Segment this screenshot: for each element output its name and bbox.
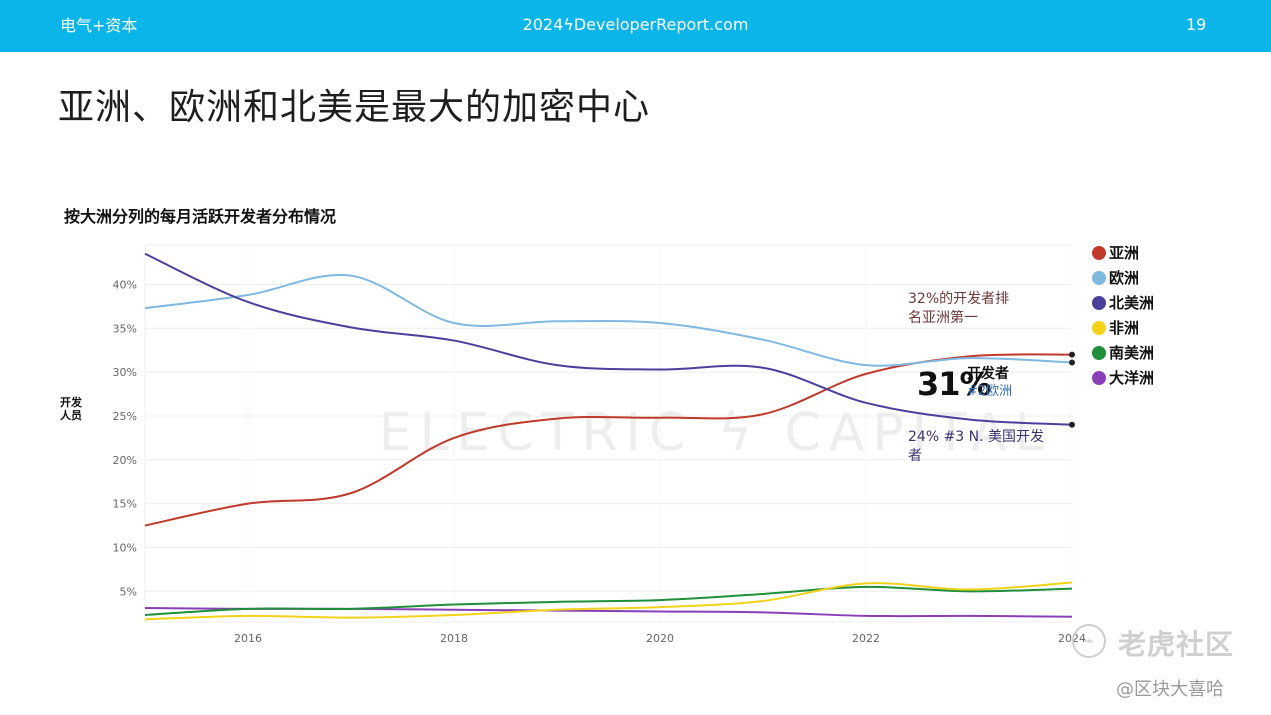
page-number: 19: [1186, 15, 1207, 34]
y-tick-label: 25%: [113, 410, 137, 423]
y-axis-label: 开发 人员: [60, 396, 86, 422]
brand-label: 电气+资本: [60, 16, 138, 35]
series-line-4: [144, 585, 1073, 616]
legend-swatch: [1092, 296, 1106, 310]
series-line-3: [144, 581, 1073, 621]
annotation-europe-percent: 31%: [917, 365, 992, 403]
chart-watermark: ELECTRIC ϟ CAPITAL: [379, 403, 1052, 463]
annotation-asia-line1: 32%的开发者排: [908, 291, 1009, 307]
legend-label: 亚洲: [1109, 244, 1139, 262]
annotation-na-line2: 者: [908, 448, 922, 464]
y-tick-label: 30%: [113, 366, 137, 379]
series-end-marker: [1069, 421, 1075, 428]
legend-label: 欧洲: [1109, 269, 1139, 287]
legend-swatch: [1092, 271, 1106, 285]
y-axis-label-text: 开发 人员: [60, 396, 82, 422]
legend-label: 北美洲: [1109, 294, 1154, 312]
y-tick-label: 35%: [113, 322, 137, 335]
page-title: 亚洲、欧洲和北美是最大的加密中心: [58, 87, 651, 128]
series-line-1: [144, 273, 1073, 367]
chart-title: 按大洲分列的每月活跃开发者分布情况: [64, 207, 337, 226]
legend-label: 大洋洲: [1109, 369, 1154, 387]
x-tick-label: 2018: [440, 632, 468, 645]
legend-label: 非洲: [1109, 319, 1139, 337]
annotation-europe-rank: #2欧洲: [967, 384, 1012, 399]
annotation-europe-label: 开发者: [967, 365, 1009, 382]
series-end-marker: [1069, 351, 1075, 358]
legend-swatch: [1092, 321, 1106, 335]
legend-swatch: [1092, 346, 1106, 360]
legend-swatch: [1092, 371, 1106, 385]
legend-swatch: [1092, 246, 1106, 260]
header-bar: 电气+资本 2024ϟDeveloperReport.com 19: [0, 0, 1271, 52]
y-tick-label: 10%: [113, 541, 137, 554]
annotation-asia-line2: 名亚洲第一: [908, 309, 978, 326]
y-tick-label: 40%: [113, 278, 137, 291]
y-tick-label: 5%: [120, 585, 137, 598]
legend-label: 南美洲: [1109, 344, 1154, 362]
corner-watermark: 老虎社区: [1118, 628, 1235, 661]
annotation-na-line1: 24% #3 N. 美国开发: [908, 429, 1044, 445]
series-line-2: [144, 252, 1073, 426]
x-tick-label: 2022: [852, 632, 880, 645]
site-url[interactable]: 2024ϟDeveloperReport.com: [522, 15, 749, 34]
corner-watermark-sub: @区块大喜哈: [1116, 679, 1224, 700]
x-tick-label: 2016: [234, 632, 262, 645]
y-tick-label: 20%: [113, 454, 137, 467]
x-tick-label: 2020: [646, 632, 674, 645]
series-end-marker: [1069, 359, 1075, 366]
corner-watermark-icon: ⌁: [1072, 624, 1106, 658]
y-tick-label: 15%: [113, 498, 137, 511]
